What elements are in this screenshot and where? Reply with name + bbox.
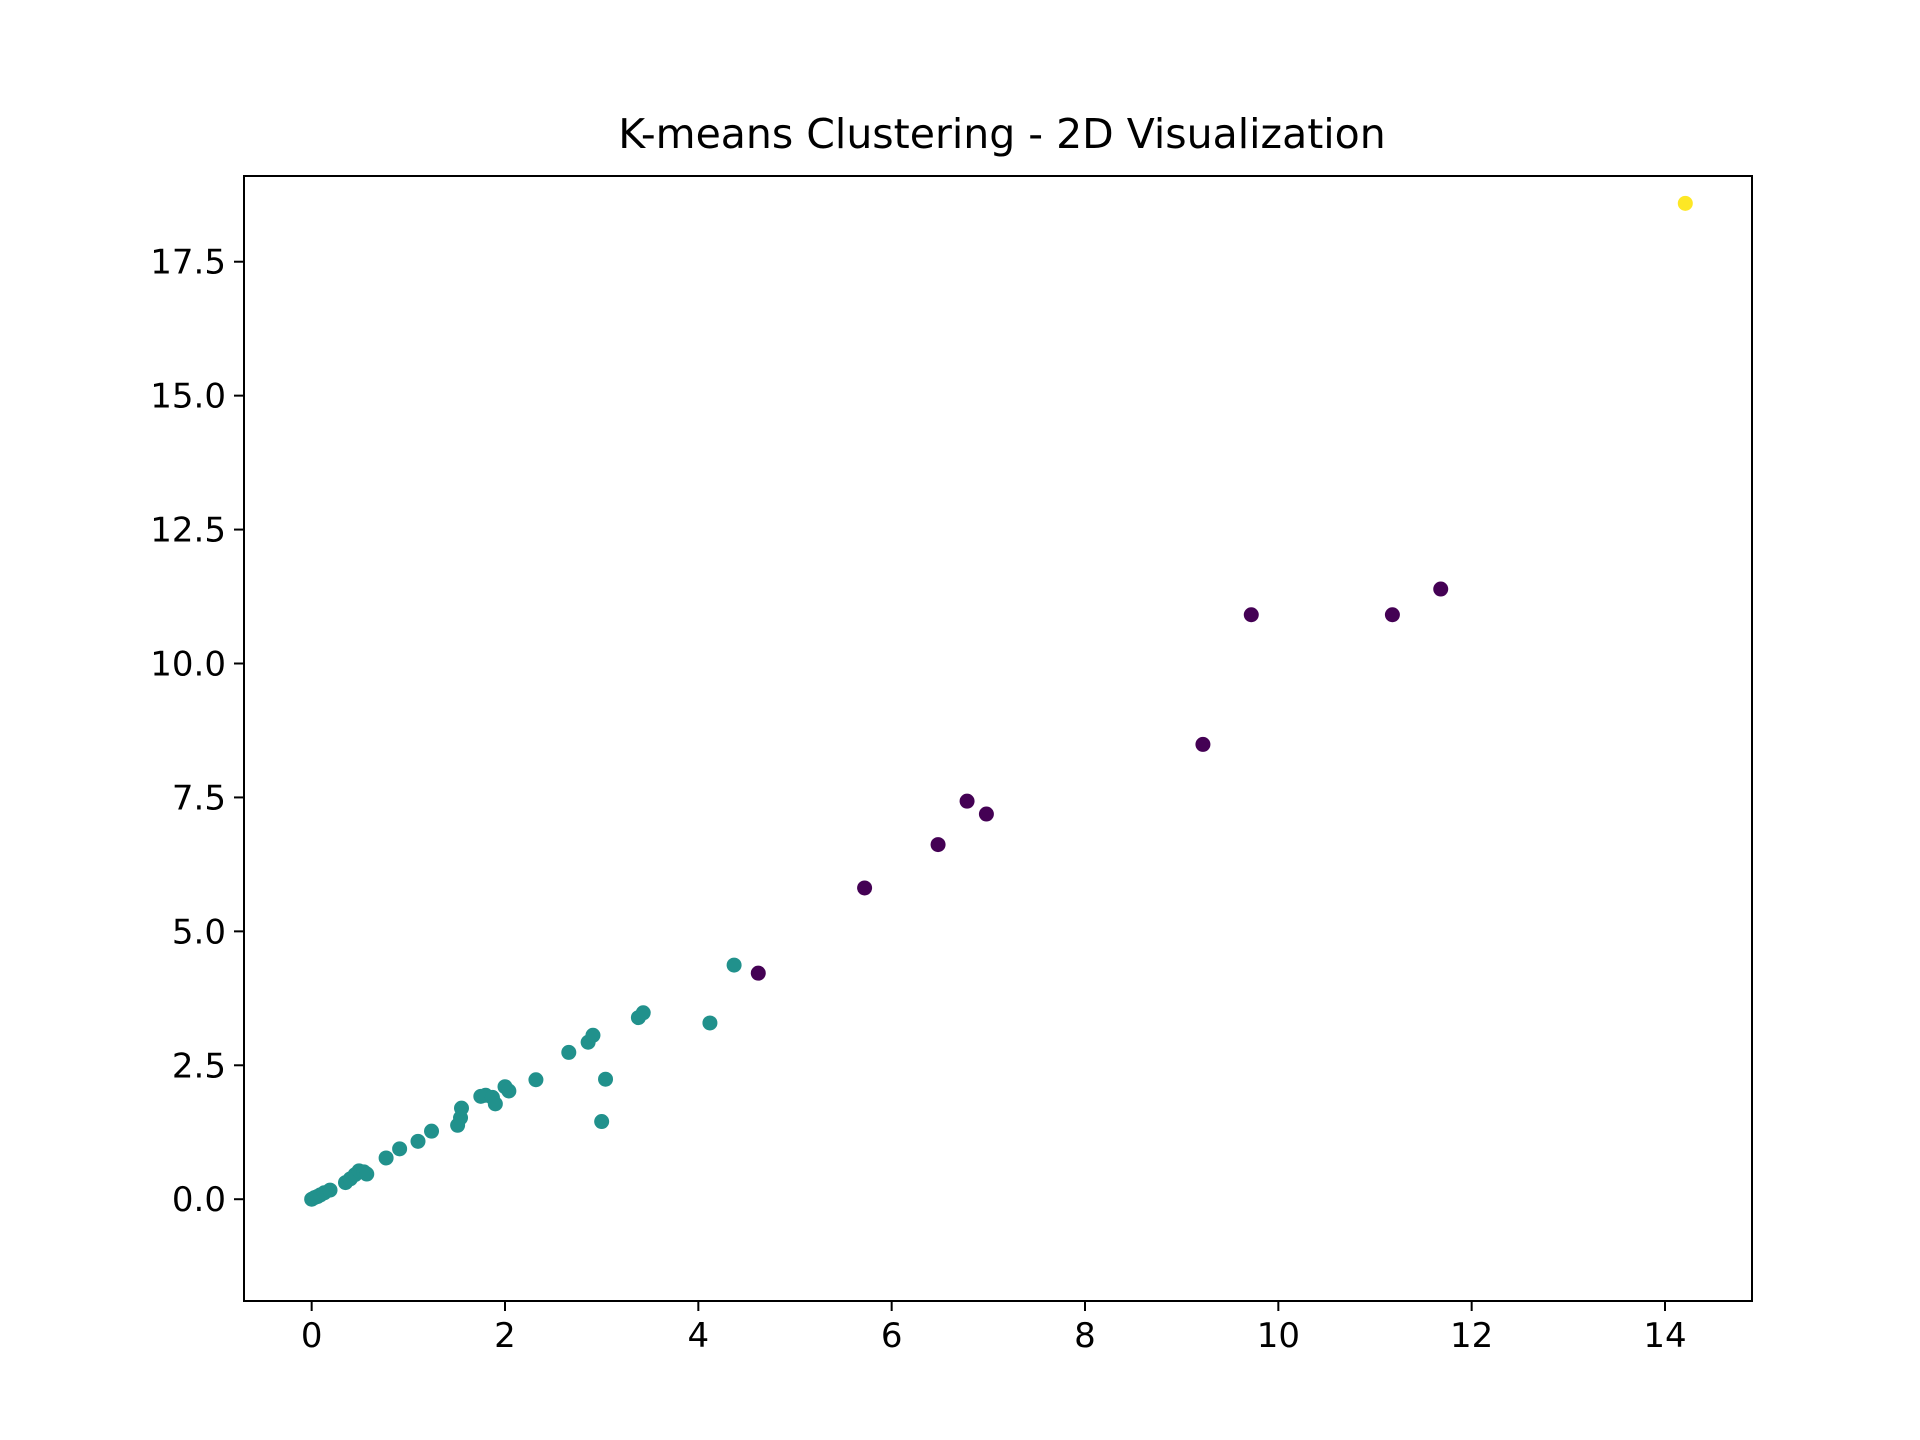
data-point-cluster-1 (359, 1166, 375, 1182)
data-point-cluster-1 (454, 1100, 469, 1116)
x-tick-label: 14 (1643, 1316, 1686, 1356)
data-point-cluster-2 (1677, 195, 1693, 211)
data-point-cluster-0 (1195, 736, 1211, 752)
y-tick-label: 12.5 (150, 511, 226, 551)
data-point-cluster-0 (930, 837, 946, 853)
chart-title: K-means Clustering - 2D Visualization (618, 110, 1386, 158)
data-point-cluster-1 (726, 957, 742, 973)
data-point-cluster-0 (1384, 607, 1400, 623)
points-layer (304, 195, 1693, 1207)
plot-frame (243, 175, 1753, 1302)
data-point-cluster-1 (528, 1072, 544, 1088)
x-tick-label: 6 (881, 1316, 903, 1356)
y-tick-label: 5.0 (172, 912, 226, 952)
y-tick-label: 2.5 (172, 1046, 226, 1086)
y-tick-label: 10.0 (150, 645, 226, 685)
data-point-cluster-1 (392, 1141, 408, 1157)
data-point-cluster-0 (1243, 607, 1259, 623)
data-point-cluster-1 (487, 1096, 503, 1112)
data-point-cluster-0 (978, 806, 994, 822)
data-point-cluster-1 (598, 1071, 614, 1087)
y-tick-label: 17.5 (150, 243, 226, 283)
data-point-cluster-1 (702, 1015, 718, 1031)
data-point-cluster-1 (561, 1044, 577, 1060)
x-tick-label: 0 (301, 1316, 323, 1356)
data-point-cluster-1 (585, 1027, 601, 1043)
data-point-cluster-1 (322, 1182, 338, 1198)
data-point-cluster-0 (1433, 581, 1449, 597)
data-point-cluster-0 (857, 880, 873, 896)
x-tick-label: 4 (688, 1316, 710, 1356)
data-point-cluster-1 (635, 1005, 651, 1021)
y-tick-label: 15.0 (150, 377, 226, 417)
x-axis: 0 2 4 6 8 10 12 14 (301, 1301, 1687, 1356)
x-tick-label: 12 (1450, 1316, 1493, 1356)
data-point-cluster-0 (750, 965, 766, 981)
data-point-cluster-1 (501, 1083, 517, 1099)
y-tick-label: 0.0 (172, 1180, 226, 1220)
data-point-cluster-1 (424, 1123, 440, 1139)
data-point-cluster-1 (410, 1133, 426, 1149)
y-axis: 0.0 2.5 5.0 7.5 10.0 12.5 15.0 17.5 (150, 243, 244, 1220)
data-point-cluster-1 (378, 1150, 394, 1166)
y-tick-label: 7.5 (172, 778, 226, 818)
x-tick-label: 8 (1074, 1316, 1096, 1356)
data-point-cluster-1 (594, 1114, 610, 1130)
x-tick-label: 2 (494, 1316, 516, 1356)
data-point-cluster-0 (959, 793, 975, 809)
x-tick-label: 10 (1257, 1316, 1300, 1356)
